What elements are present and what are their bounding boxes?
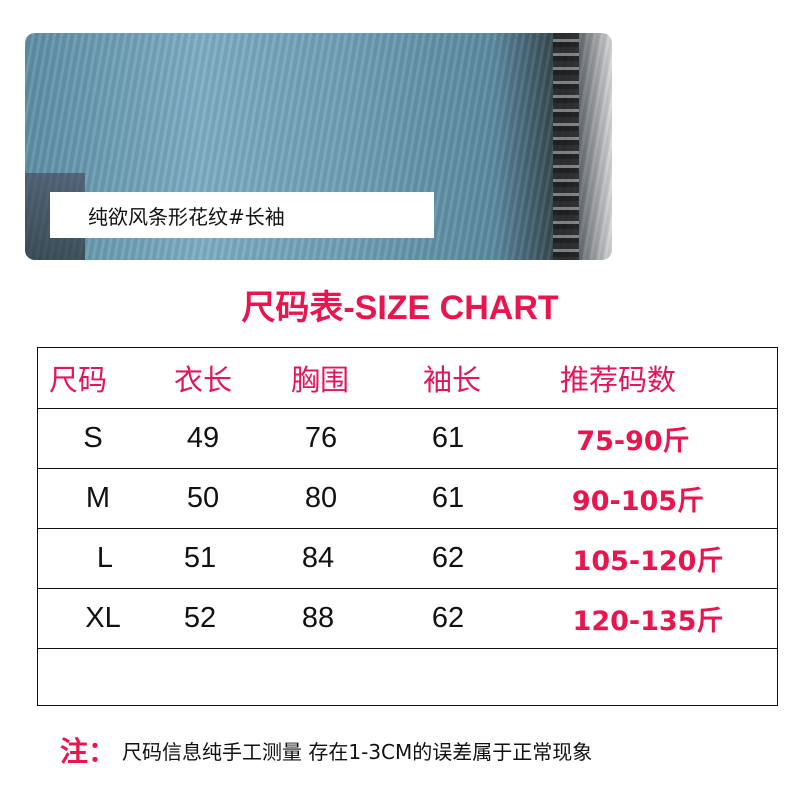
note-text: 尺码信息纯手工测量 存在1-3CM的误差属于正常现象 xyxy=(122,739,593,764)
cell-chest: 88 xyxy=(301,602,335,634)
note-label: 注： xyxy=(60,735,117,768)
cell-recommended: 120-135斤 xyxy=(572,606,724,637)
cell-length: 52 xyxy=(183,602,217,634)
cell-chest: 84 xyxy=(301,542,335,574)
header-sleeve: 袖长 xyxy=(422,363,481,397)
cell-recommended: 105-120斤 xyxy=(572,546,724,577)
cell-sleeve: 62 xyxy=(431,602,465,634)
table-row: XL 52 88 62 120-135斤 xyxy=(38,589,777,649)
header-recommended: 推荐码数 xyxy=(559,363,676,397)
table-row: M 50 80 61 90-105斤 xyxy=(38,469,777,529)
photo-caption: 纯欲风条形花纹#长袖 xyxy=(50,192,434,238)
cell-size: XL xyxy=(85,602,121,634)
cell-sleeve: 62 xyxy=(431,542,465,574)
cell-size: L xyxy=(96,542,114,574)
cell-chest: 80 xyxy=(304,482,338,514)
cell-length: 50 xyxy=(186,482,220,514)
cell-size: S xyxy=(83,422,103,454)
header-length: 衣长 xyxy=(173,363,232,397)
cell-recommended: 75-90斤 xyxy=(576,426,690,457)
cell-recommended: 90-105斤 xyxy=(571,486,705,517)
table-row: S 49 76 61 75-90斤 xyxy=(38,409,777,469)
product-photo: 纯欲风条形花纹#长袖 xyxy=(25,33,612,260)
header-chest: 胸围 xyxy=(290,363,349,397)
size-table: 尺码 衣长 胸围 袖长 推荐码数 S 49 76 61 75-90斤 M 50 … xyxy=(37,347,778,706)
bag-chain xyxy=(553,33,579,260)
cell-length: 51 xyxy=(183,542,217,574)
table-header: 尺码 衣长 胸围 袖长 推荐码数 xyxy=(38,348,777,409)
cell-size: M xyxy=(85,482,111,514)
cell-sleeve: 61 xyxy=(431,422,465,454)
header-size: 尺码 xyxy=(48,363,107,397)
table-row: L 51 84 62 105-120斤 xyxy=(38,529,777,589)
cell-sleeve: 61 xyxy=(431,482,465,514)
cell-length: 49 xyxy=(186,422,220,454)
size-chart-title: 尺码表-SIZE CHART xyxy=(241,289,559,327)
measurement-note: 注： 尺码信息纯手工测量 存在1-3CM的误差属于正常现象 xyxy=(60,730,592,770)
cell-chest: 76 xyxy=(304,422,338,454)
